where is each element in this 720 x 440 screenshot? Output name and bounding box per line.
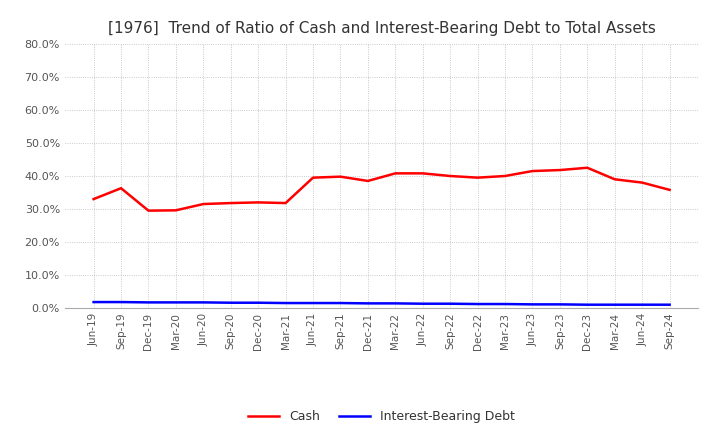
Interest-Bearing Debt	[89, 299, 98, 304]
Interest-Bearing Debt	[473, 301, 482, 307]
Interest-Bearing Debt	[556, 302, 564, 307]
Interest-Bearing Debt	[336, 301, 345, 306]
Cash	[500, 173, 509, 179]
Interest-Bearing Debt	[391, 301, 400, 306]
Interest-Bearing Debt	[418, 301, 427, 306]
Title: [1976]  Trend of Ratio of Cash and Interest-Bearing Debt to Total Assets: [1976] Trend of Ratio of Cash and Intere…	[108, 21, 655, 36]
Interest-Bearing Debt	[528, 302, 537, 307]
Line: Cash: Cash	[94, 168, 670, 211]
Interest-Bearing Debt	[583, 302, 592, 307]
Cash	[473, 175, 482, 180]
Cash	[391, 171, 400, 176]
Interest-Bearing Debt	[254, 300, 263, 305]
Interest-Bearing Debt	[282, 301, 290, 306]
Cash	[583, 165, 592, 170]
Interest-Bearing Debt	[364, 301, 372, 306]
Cash	[171, 208, 180, 213]
Interest-Bearing Debt	[226, 300, 235, 305]
Cash	[638, 180, 647, 185]
Cash	[364, 178, 372, 183]
Cash	[446, 173, 454, 179]
Cash	[144, 208, 153, 213]
Interest-Bearing Debt	[500, 301, 509, 307]
Interest-Bearing Debt	[665, 302, 674, 307]
Cash	[611, 176, 619, 182]
Interest-Bearing Debt	[117, 299, 125, 304]
Interest-Bearing Debt	[309, 301, 318, 306]
Cash	[89, 196, 98, 202]
Cash	[226, 201, 235, 206]
Interest-Bearing Debt	[611, 302, 619, 307]
Cash	[665, 187, 674, 193]
Interest-Bearing Debt	[446, 301, 454, 306]
Legend: Cash, Interest-Bearing Debt: Cash, Interest-Bearing Debt	[243, 406, 520, 429]
Cash	[336, 174, 345, 180]
Cash	[199, 202, 207, 207]
Cash	[282, 201, 290, 206]
Interest-Bearing Debt	[171, 300, 180, 305]
Cash	[309, 175, 318, 180]
Interest-Bearing Debt	[144, 300, 153, 305]
Cash	[254, 200, 263, 205]
Cash	[528, 169, 537, 174]
Interest-Bearing Debt	[638, 302, 647, 307]
Interest-Bearing Debt	[199, 300, 207, 305]
Cash	[556, 167, 564, 172]
Cash	[418, 171, 427, 176]
Cash	[117, 186, 125, 191]
Line: Interest-Bearing Debt: Interest-Bearing Debt	[94, 302, 670, 304]
